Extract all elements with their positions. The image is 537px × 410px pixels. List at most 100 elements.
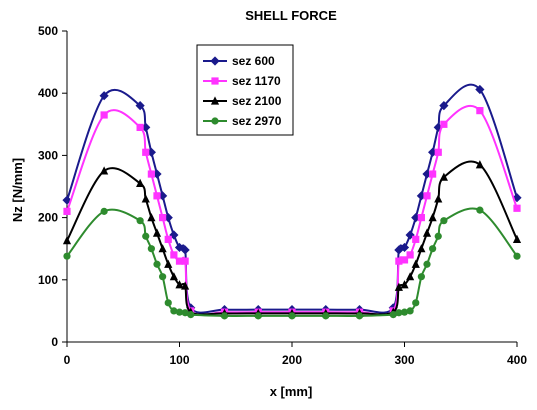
data-point-sez-2100 xyxy=(62,236,72,245)
data-point-sez-1170 xyxy=(400,256,409,264)
data-point-sez-600 xyxy=(180,245,190,255)
data-point-sez-2100 xyxy=(428,213,437,222)
legend-marker-sez-2970 xyxy=(211,117,219,125)
legend-label-sez-600: sez 600 xyxy=(232,54,275,68)
data-point-sez-2100 xyxy=(406,272,415,281)
data-point-sez-1170 xyxy=(434,148,442,156)
x-axis-label: x [mm] xyxy=(270,384,313,399)
data-point-sez-2970 xyxy=(440,217,448,225)
data-point-sez-2100 xyxy=(136,178,145,187)
y-tick-label: 300 xyxy=(38,148,58,162)
data-point-sez-2970 xyxy=(355,312,364,320)
data-point-sez-1170 xyxy=(181,257,189,265)
data-point-sez-2970 xyxy=(181,309,189,317)
legend-label-sez-2100: sez 2100 xyxy=(232,94,282,108)
data-point-sez-2100 xyxy=(100,166,109,175)
y-tick-label: 400 xyxy=(38,86,58,100)
legend-marker-sez-600 xyxy=(210,56,220,66)
data-point-sez-2100 xyxy=(422,228,432,237)
data-point-sez-2100 xyxy=(411,259,420,268)
data-point-sez-1170 xyxy=(175,257,184,265)
data-point-sez-2100 xyxy=(400,280,409,289)
data-point-sez-2100 xyxy=(169,272,178,281)
data-point-sez-2100 xyxy=(434,194,443,203)
data-point-sez-2970 xyxy=(159,273,167,281)
data-point-sez-1170 xyxy=(417,214,425,222)
data-point-sez-1170 xyxy=(412,235,420,243)
data-point-sez-2970 xyxy=(187,311,195,319)
data-point-sez-2970 xyxy=(322,312,330,320)
data-point-sez-2970 xyxy=(147,245,155,253)
y-axis-label: Nz [N/mm] xyxy=(10,158,25,222)
plot-area xyxy=(62,83,522,320)
data-point-sez-2970 xyxy=(423,260,431,268)
data-point-sez-2970 xyxy=(175,308,184,316)
data-point-sez-2100 xyxy=(147,213,156,222)
data-point-sez-2970 xyxy=(429,245,437,253)
data-point-sez-2970 xyxy=(170,307,178,315)
legend-marker-sez-1170 xyxy=(211,77,219,85)
data-point-sez-2970 xyxy=(288,312,296,320)
series-line-sez-2970 xyxy=(66,207,518,317)
data-point-sez-1170 xyxy=(513,204,521,212)
data-point-sez-1170 xyxy=(164,235,172,243)
series-line-sez-1170 xyxy=(66,104,518,316)
data-point-sez-2970 xyxy=(513,252,521,260)
y-tick-label: 200 xyxy=(38,211,58,225)
data-point-sez-600 xyxy=(439,101,449,111)
data-point-sez-2970 xyxy=(254,312,262,320)
series-line-sez-2100 xyxy=(66,160,518,316)
data-point-sez-1170 xyxy=(476,107,484,115)
data-point-sez-2100 xyxy=(141,194,150,203)
data-point-sez-2970 xyxy=(406,307,414,315)
data-point-sez-2100 xyxy=(158,244,167,253)
data-point-sez-2970 xyxy=(417,273,425,281)
data-point-sez-1170 xyxy=(406,251,414,259)
data-point-sez-2100 xyxy=(512,234,522,243)
x-tick-label: 200 xyxy=(282,353,302,367)
data-point-sez-2100 xyxy=(181,281,190,290)
x-tick-label: 0 xyxy=(64,353,71,367)
legend: sez 600 sez 1170 sez 2100 sez 2970 xyxy=(196,44,294,136)
data-point-sez-1170 xyxy=(423,192,431,200)
data-point-sez-2970 xyxy=(476,206,484,214)
data-point-sez-2970 xyxy=(395,309,403,317)
data-point-sez-600 xyxy=(475,84,485,95)
series-sez-2970 xyxy=(63,206,521,320)
data-point-sez-600 xyxy=(135,101,145,111)
data-point-sez-2970 xyxy=(164,299,172,307)
data-point-sez-2970 xyxy=(400,308,409,316)
data-point-sez-2970 xyxy=(389,311,397,319)
data-point-sez-1170 xyxy=(440,120,448,128)
data-point-sez-1170 xyxy=(159,214,167,222)
data-point-sez-1170 xyxy=(100,111,108,119)
data-point-sez-1170 xyxy=(153,192,161,200)
data-point-sez-600 xyxy=(399,242,410,253)
data-point-sez-2100 xyxy=(439,172,448,181)
legend-label-sez-1170: sez 1170 xyxy=(232,74,281,88)
data-point-sez-600 xyxy=(99,91,109,101)
data-point-sez-2970 xyxy=(412,299,420,307)
data-point-sez-1170 xyxy=(170,251,178,259)
x-tick-label: 100 xyxy=(169,353,189,367)
data-point-sez-2970 xyxy=(100,207,108,215)
data-point-sez-2100 xyxy=(394,282,403,291)
legend-marker-sez-2100 xyxy=(210,96,220,105)
data-point-sez-2100 xyxy=(152,228,162,237)
y-tick-label: 100 xyxy=(38,273,58,287)
data-point-sez-1170 xyxy=(429,170,437,178)
data-point-sez-2970 xyxy=(220,312,229,320)
legend-label-sez-2970: sez 2970 xyxy=(232,114,282,128)
x-tick-label: 400 xyxy=(507,353,527,367)
y-tick-label: 0 xyxy=(51,335,58,349)
data-point-sez-1170 xyxy=(63,207,71,215)
chart-title: SHELL FORCE xyxy=(245,8,337,23)
y-tick-label: 500 xyxy=(38,24,58,38)
data-point-sez-2970 xyxy=(136,217,144,225)
data-point-sez-1170 xyxy=(136,123,144,132)
data-point-sez-1170 xyxy=(142,148,150,156)
series-sez-1170 xyxy=(63,104,521,316)
axes: 0 100 200 300 400 500 0 100 200 300 400 xyxy=(38,24,527,367)
